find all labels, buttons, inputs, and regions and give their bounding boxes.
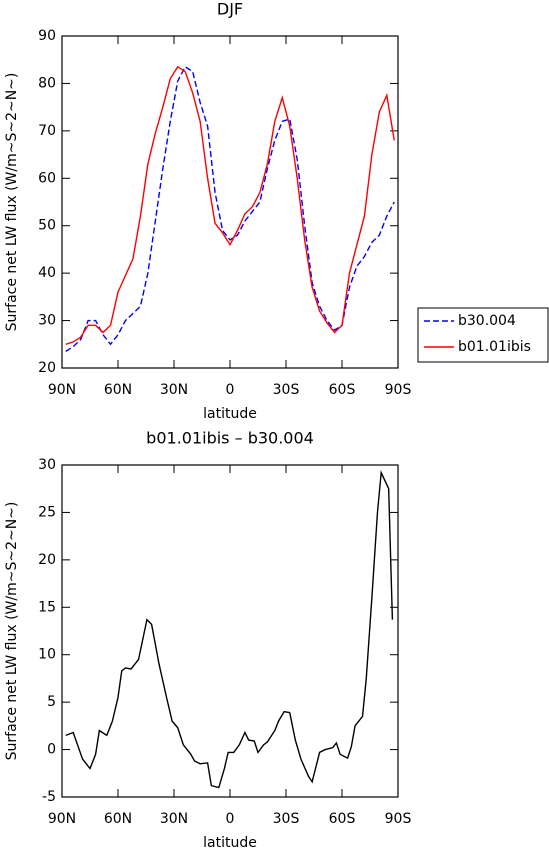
data-line xyxy=(65,65,395,352)
y-tick-label: 30 xyxy=(38,313,56,329)
chart-title: b01.01ibis – b30.004 xyxy=(146,429,314,448)
x-tick-label: 90N xyxy=(48,382,76,398)
y-axis-label: Surface net LW flux (W/m~S~2~N~) xyxy=(4,73,20,332)
y-tick-label: 50 xyxy=(38,218,56,234)
y-tick-label: 60 xyxy=(38,170,56,186)
x-tick-label: 90N xyxy=(48,811,76,827)
plot-frame xyxy=(61,464,399,798)
y-tick-label: 15 xyxy=(38,599,56,615)
y-tick-label: 20 xyxy=(38,360,56,376)
x-tick-label: 60S xyxy=(329,811,356,827)
plot-frame xyxy=(61,35,399,369)
x-tick-label: 30N xyxy=(160,811,188,827)
y-tick-label: 40 xyxy=(38,265,56,281)
x-tick-label: 0 xyxy=(226,382,235,398)
y-tick-label: 20 xyxy=(38,552,56,568)
data-line xyxy=(65,65,395,345)
x-tick-label: 30N xyxy=(160,382,188,398)
y-tick-label: 70 xyxy=(38,123,56,139)
x-tick-label: 90S xyxy=(385,382,412,398)
y-tick-label: 10 xyxy=(38,647,56,663)
x-tick-label: 30S xyxy=(273,382,300,398)
y-tick-label: 30 xyxy=(38,457,56,473)
data-line xyxy=(65,469,394,789)
y-tick-label: 25 xyxy=(38,504,56,520)
x-tick-label: 30S xyxy=(273,811,300,827)
x-tick-label: 0 xyxy=(226,811,235,827)
y-tick-label: 90 xyxy=(38,28,56,44)
x-tick-label: 60N xyxy=(104,811,132,827)
x-tick-label: 60N xyxy=(104,382,132,398)
x-tick-label: 60S xyxy=(329,382,356,398)
y-axis-label: Surface net LW flux (W/m~S~2~N~) xyxy=(4,502,20,761)
x-axis-label: latitude xyxy=(203,835,257,851)
x-tick-label: 90S xyxy=(385,811,412,827)
y-tick-label: 0 xyxy=(47,742,56,758)
legend-box xyxy=(417,307,549,363)
legend-label: b30.004 xyxy=(458,313,516,329)
legend-label: b01.01ibis xyxy=(458,339,531,355)
y-tick-label: -5 xyxy=(42,789,56,805)
y-tick-label: 80 xyxy=(38,75,56,91)
x-axis-label: latitude xyxy=(203,406,257,422)
y-tick-label: 5 xyxy=(47,694,56,710)
chart-title: DJF xyxy=(217,0,243,19)
